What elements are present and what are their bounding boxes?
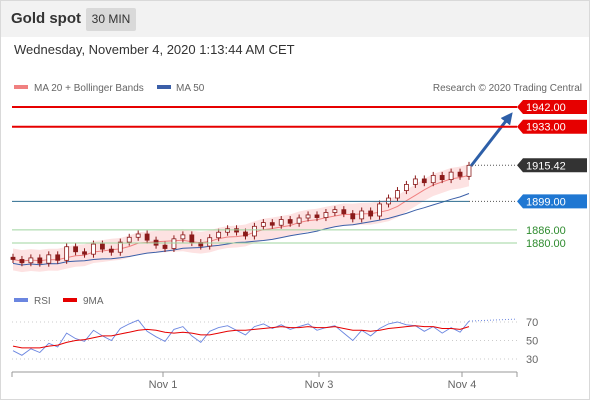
candle-body bbox=[207, 237, 213, 247]
candle-body bbox=[162, 244, 168, 249]
candle-body bbox=[457, 171, 463, 177]
candle-body bbox=[260, 222, 266, 227]
candle-body bbox=[296, 217, 302, 224]
candle-body bbox=[377, 203, 382, 217]
level-label: 1933.00 bbox=[526, 122, 566, 134]
level-label: 1915.42 bbox=[526, 160, 566, 172]
candle-body bbox=[55, 254, 61, 261]
key-levels: 1942.00 1933.00 1915.42 1899.00 1886.001880.… bbox=[12, 100, 587, 250]
rsi-projection bbox=[468, 318, 518, 322]
candle-body bbox=[421, 178, 427, 184]
candle-body bbox=[37, 257, 43, 264]
candle-body bbox=[28, 257, 34, 264]
ma20-legend-label: MA 20 + Bollinger Bands bbox=[34, 83, 144, 94]
candle-body bbox=[332, 209, 338, 213]
candle-body bbox=[189, 234, 195, 243]
bollinger-band bbox=[13, 164, 469, 273]
candle-body bbox=[225, 228, 230, 233]
candle-body bbox=[314, 214, 320, 218]
candle-body bbox=[144, 233, 150, 241]
candle-body bbox=[368, 210, 374, 217]
candle-body bbox=[448, 171, 454, 181]
rsi-line bbox=[12, 319, 470, 356]
level-label: 1880.00 bbox=[526, 238, 566, 250]
candle-body bbox=[46, 254, 52, 264]
rsi-legend-label: RSI bbox=[34, 296, 51, 307]
candle-body bbox=[82, 251, 87, 255]
candle-body bbox=[108, 248, 114, 253]
candle-body bbox=[287, 219, 293, 224]
level-label: 1942.00 bbox=[526, 102, 566, 114]
ma20-legend-swatch bbox=[14, 85, 28, 89]
level-tag bbox=[517, 194, 587, 209]
projection-arrow bbox=[469, 112, 513, 167]
level-label: 1899.00 bbox=[526, 196, 566, 208]
level-label: 1886.00 bbox=[526, 225, 566, 237]
candle-body bbox=[278, 219, 284, 226]
candle-body bbox=[252, 225, 257, 237]
level-tag bbox=[517, 100, 587, 114]
time-axis: Nov 1 Nov 3 Nov 4 bbox=[11, 372, 518, 391]
candle-body bbox=[466, 164, 472, 177]
candle-body bbox=[91, 243, 96, 255]
candle-body bbox=[243, 231, 248, 237]
research-credit: Research © 2020 Trading Central bbox=[433, 83, 582, 94]
rsi-tick-label: 50 bbox=[526, 336, 538, 348]
level-tag bbox=[517, 158, 587, 173]
candle-body bbox=[64, 246, 70, 261]
candle-body bbox=[350, 213, 356, 220]
time-tick-label: Nov 3 bbox=[305, 379, 334, 391]
candle-body bbox=[305, 214, 311, 219]
candle-body bbox=[234, 228, 239, 233]
candle-body bbox=[19, 259, 25, 264]
level-tag bbox=[517, 119, 587, 134]
time-tick-label: Nov 1 bbox=[149, 379, 178, 391]
candle-body bbox=[395, 190, 400, 199]
instrument-title: Gold spot bbox=[11, 10, 81, 27]
candle-body bbox=[430, 175, 436, 184]
candle-body bbox=[404, 184, 409, 191]
candle-body bbox=[323, 212, 329, 218]
candle-body bbox=[126, 236, 132, 243]
rsi-tick-label: 30 bbox=[526, 354, 538, 366]
candle-body bbox=[412, 178, 418, 185]
ma50-line bbox=[12, 193, 470, 266]
candle-body bbox=[359, 210, 365, 220]
candle-body bbox=[135, 233, 141, 238]
time-tick-label: Nov 4 bbox=[448, 379, 477, 391]
rsi-legend-swatch bbox=[14, 298, 28, 302]
ma50-legend-swatch bbox=[157, 85, 171, 89]
candle-body bbox=[171, 238, 177, 249]
candle-body bbox=[341, 209, 347, 215]
rsi-tick-label: 70 bbox=[526, 317, 538, 329]
rsi-ma9-line bbox=[12, 325, 470, 349]
ma50-legend-label: MA 50 bbox=[176, 83, 205, 94]
price-plot-area bbox=[10, 112, 513, 273]
ma9-legend-label: 9MA bbox=[83, 296, 104, 307]
header-bar: Gold spot 30 MIN bbox=[1, 1, 589, 37]
timeframe-badge[interactable]: 30 MIN bbox=[86, 8, 136, 31]
candle-body bbox=[100, 243, 105, 250]
candle-body bbox=[216, 231, 222, 239]
candle-body bbox=[439, 175, 445, 181]
ma9-legend-swatch bbox=[63, 298, 77, 302]
timestamp: Wednesday, November 4, 2020 1:13:44 AM C… bbox=[14, 42, 295, 57]
rsi-panel: 70 50 30 bbox=[12, 317, 538, 366]
candle-body bbox=[269, 222, 275, 226]
candle-body bbox=[117, 241, 123, 253]
candle-body bbox=[10, 256, 16, 260]
candle-body bbox=[180, 234, 186, 240]
candle-body bbox=[73, 246, 78, 253]
ma20-line bbox=[12, 174, 470, 262]
